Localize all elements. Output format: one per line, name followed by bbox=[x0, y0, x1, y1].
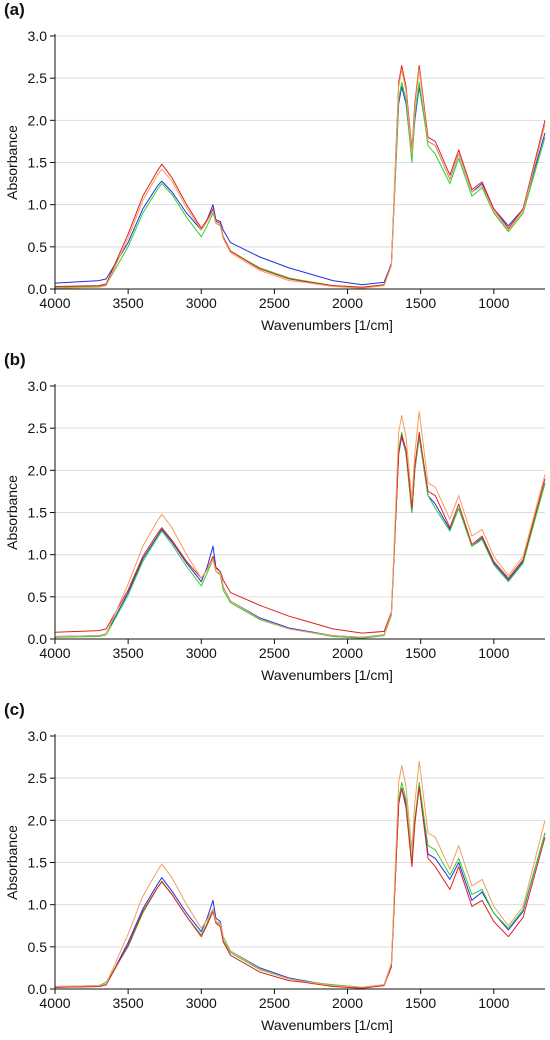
chart-svg: 0.0 0.5 1.0 1.5 2.0 2.5 3.0 4000 3500 3000 2500 200… bbox=[4, 728, 546, 1033]
y-tick-label: 3.0 bbox=[28, 728, 48, 744]
y-tick-label: 3.0 bbox=[28, 28, 48, 44]
x-tick-label: 3000 bbox=[186, 995, 217, 1011]
series-line-orange bbox=[54, 410, 546, 638]
y-tick-label: 0.5 bbox=[28, 589, 48, 605]
series-line-orange bbox=[54, 760, 546, 988]
x-axis-label: Wavenumbers [1/cm] bbox=[261, 667, 393, 683]
x-axis-label: Wavenumbers [1/cm] bbox=[261, 1017, 393, 1033]
panel-label: (b) bbox=[4, 350, 26, 369]
series-line-red bbox=[54, 431, 546, 634]
y-tick-label: 1.0 bbox=[28, 197, 48, 213]
x-tick-label: 1000 bbox=[478, 995, 509, 1011]
x-tick-label: 1500 bbox=[405, 995, 436, 1011]
panel-label: (a) bbox=[4, 0, 25, 19]
x-tick-label: 2000 bbox=[332, 995, 363, 1011]
y-tick-label: 1.0 bbox=[28, 547, 48, 563]
x-tick-label: 3000 bbox=[186, 645, 217, 661]
y-tick-label: 2.0 bbox=[28, 112, 48, 128]
x-tick-label: 4000 bbox=[39, 295, 70, 311]
y-axis-label: Absorbance bbox=[4, 475, 20, 550]
chart-svg: 0.0 0.5 1.0 1.5 2.0 2.5 3.0 4000 3500 3000 2500 200… bbox=[4, 378, 546, 683]
y-tick-label: 0.0 bbox=[28, 981, 48, 997]
y-axis-label: Absorbance bbox=[4, 825, 20, 900]
x-axis-label: Wavenumbers [1/cm] bbox=[261, 317, 393, 333]
y-tick-label: 0.0 bbox=[28, 281, 48, 297]
x-tick-label: 4000 bbox=[39, 645, 70, 661]
y-tick-label: 0.5 bbox=[28, 239, 48, 255]
y-tick-label: 1.5 bbox=[28, 855, 48, 871]
chart-svg: 0.0 0.5 1.0 1.5 2.0 2.5 3.0 4000 3500 3000 2500 200… bbox=[4, 28, 546, 333]
x-tick-label: 3500 bbox=[113, 645, 144, 661]
x-tick-label: 1500 bbox=[405, 645, 436, 661]
series-line-green bbox=[54, 431, 546, 639]
x-tick-label: 1000 bbox=[478, 295, 509, 311]
x-tick-label: 4000 bbox=[39, 995, 70, 1011]
x-tick-label: 2500 bbox=[259, 995, 290, 1011]
y-tick-label: 0.5 bbox=[28, 939, 48, 955]
series-line-red bbox=[54, 786, 546, 989]
y-tick-label: 2.5 bbox=[28, 770, 48, 786]
y-tick-label: 1.5 bbox=[28, 505, 48, 521]
y-tick-label: 1.0 bbox=[28, 897, 48, 913]
x-tick-label: 2500 bbox=[259, 645, 290, 661]
series-line-blue bbox=[54, 436, 546, 638]
y-tick-label: 2.5 bbox=[28, 420, 48, 436]
series-line-green bbox=[54, 81, 546, 288]
chart-panel-b: (b) 0.0 0.5 1.0 1.5 2.0 2.5 3.0 4000 3500 3000 250… bbox=[0, 350, 550, 690]
panel-label: (c) bbox=[4, 700, 25, 719]
y-tick-label: 0.0 bbox=[28, 631, 48, 647]
x-tick-label: 2000 bbox=[332, 645, 363, 661]
y-tick-label: 2.0 bbox=[28, 462, 48, 478]
series-line-blue bbox=[54, 86, 546, 286]
series-line-orange bbox=[54, 69, 546, 289]
series-line-red bbox=[54, 65, 546, 288]
chart-panel-a: (a) 0.0 0.5 1.0 1.5 2.0 2.5 3.0 4000 3500 3000 250… bbox=[0, 0, 550, 340]
y-axis-label: Absorbance bbox=[4, 125, 20, 200]
chart-panel-c: (c) 0.0 0.5 1.0 1.5 2.0 2.5 3.0 4000 3500 3000 250… bbox=[0, 700, 550, 1040]
y-tick-label: 3.0 bbox=[28, 378, 48, 394]
series-line-blue bbox=[54, 786, 546, 988]
x-tick-label: 3500 bbox=[113, 295, 144, 311]
y-tick-label: 2.5 bbox=[28, 70, 48, 86]
y-tick-label: 1.5 bbox=[28, 155, 48, 171]
x-tick-label: 2500 bbox=[259, 295, 290, 311]
y-tick-label: 2.0 bbox=[28, 812, 48, 828]
x-tick-label: 1000 bbox=[478, 645, 509, 661]
x-tick-label: 2000 bbox=[332, 295, 363, 311]
x-tick-label: 1500 bbox=[405, 295, 436, 311]
x-tick-label: 3500 bbox=[113, 995, 144, 1011]
x-tick-label: 3000 bbox=[186, 295, 217, 311]
